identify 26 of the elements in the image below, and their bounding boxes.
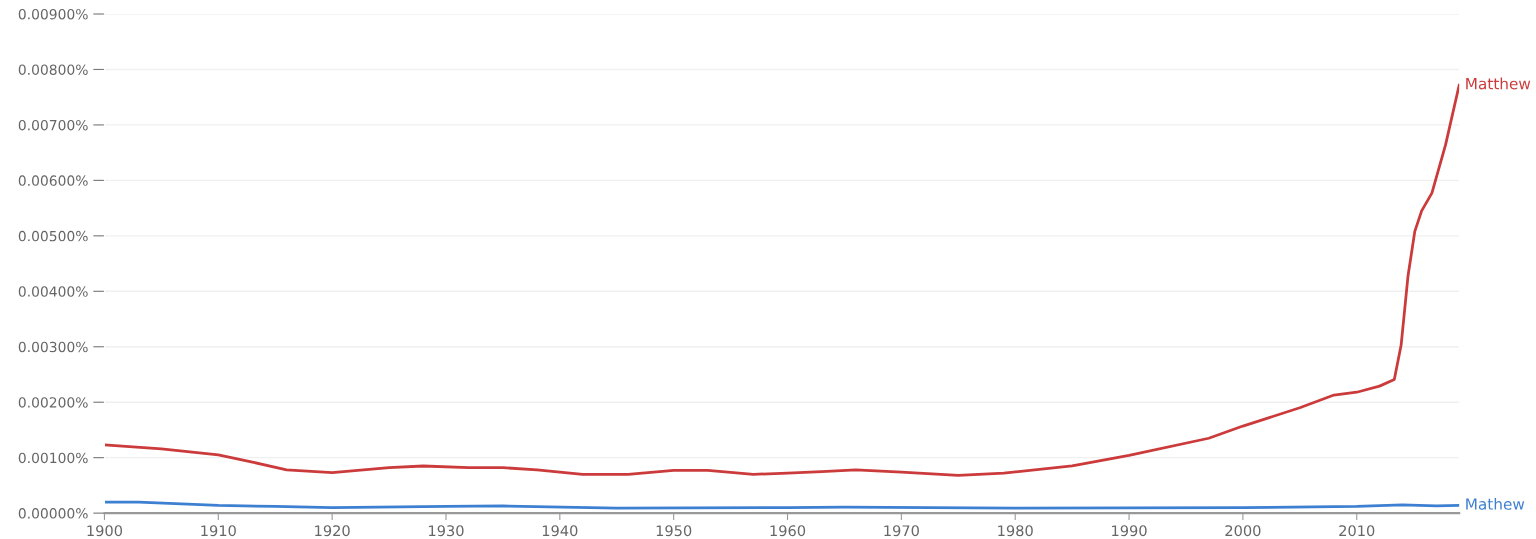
x-tick-label: 1980 — [998, 525, 1033, 537]
x-tick-label: 1960 — [770, 525, 806, 537]
x-tick-label: 1900 — [87, 525, 123, 537]
y-tick-label: 0.00100% — [18, 452, 88, 464]
x-tick-label: 1970 — [884, 525, 919, 537]
series-label: Matthew — [1466, 77, 1531, 90]
x-tick-label: 1940 — [542, 525, 578, 537]
y-tick-label: 0.00000% — [18, 508, 88, 519]
y-tick-label: 0.00300% — [18, 341, 88, 353]
y-tick-label: 0.00200% — [18, 397, 88, 408]
x-tick-label: 1910 — [201, 525, 236, 537]
x-tick-label: 2000 — [1225, 525, 1261, 537]
x-tick-label: 1990 — [1112, 525, 1147, 537]
x-tick-label: 1930 — [429, 525, 464, 537]
series-label: Mathew — [1466, 497, 1525, 510]
y-tick-label: 0.00600% — [18, 175, 88, 186]
y-tick-label: 0.00800% — [18, 64, 88, 75]
y-tick-label: 0.00900% — [18, 8, 88, 20]
x-tick-label: 2010 — [1339, 525, 1375, 537]
y-tick-label: 0.00400% — [18, 286, 88, 297]
x-tick-label: 1950 — [656, 525, 692, 537]
y-tick-label: 0.00700% — [18, 119, 88, 131]
x-tick-label: 1920 — [315, 525, 350, 537]
y-tick-label: 0.00500% — [18, 230, 88, 242]
line-series — [104, 83, 1460, 477]
line-series — [104, 500, 1460, 510]
